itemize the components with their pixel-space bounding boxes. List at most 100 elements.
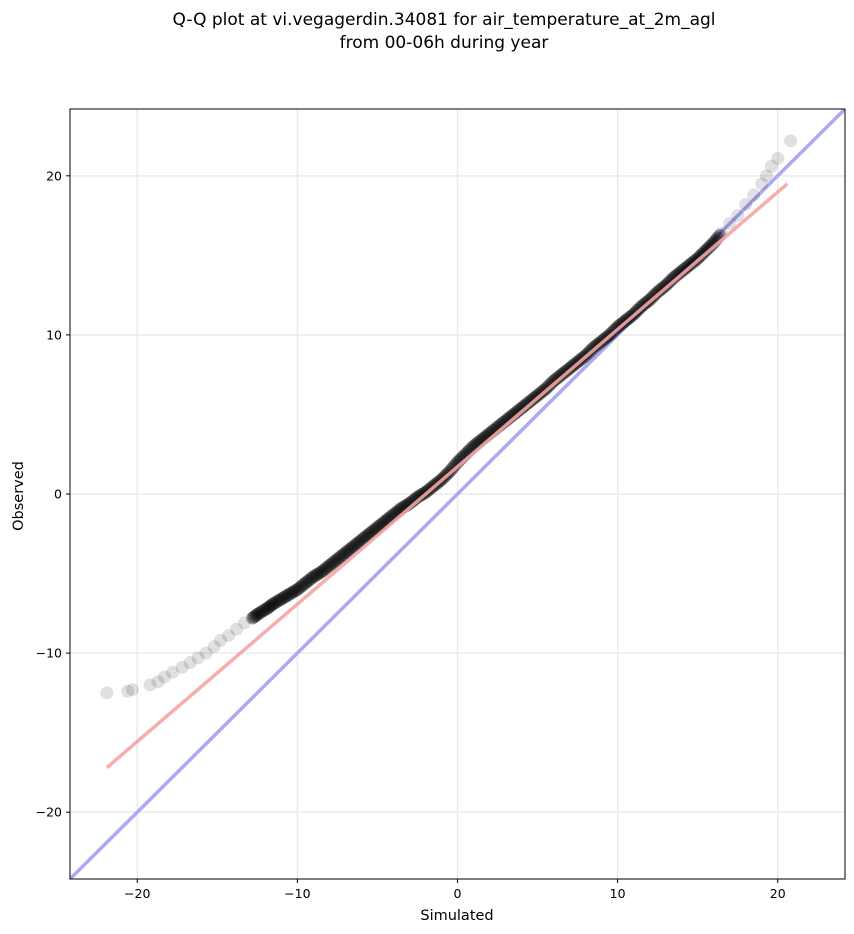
quantile-point	[157, 670, 171, 684]
quantile-point	[529, 390, 543, 404]
quantile-point	[699, 244, 713, 258]
quantile-point	[515, 401, 529, 415]
y-axis-ticks: −20 −10 0 10 20	[36, 168, 70, 820]
quantile-point	[143, 678, 157, 692]
quantile-point	[100, 686, 114, 700]
quantile-point	[731, 209, 745, 223]
quantile-point	[547, 374, 561, 388]
quantile-point	[263, 599, 277, 613]
quantile-point	[249, 609, 263, 623]
identity-line	[70, 109, 845, 879]
quantile-point	[298, 576, 312, 590]
quantile-point	[755, 177, 769, 191]
quantile-point	[551, 371, 565, 385]
quantile-point	[207, 640, 221, 654]
quantile-point	[525, 393, 539, 407]
quantile-point	[328, 554, 342, 568]
quantile-point	[262, 600, 276, 614]
quantile-point	[356, 532, 370, 546]
quantile-point	[326, 555, 340, 569]
x-axis-ticks: −20 −10 0 10 20	[124, 879, 786, 901]
quantile-point	[679, 261, 693, 275]
quantile-point	[675, 264, 689, 278]
x-tick-label: 0	[454, 886, 462, 901]
quantile-point	[282, 587, 296, 601]
quantile-point	[661, 277, 675, 291]
quantile-point	[316, 563, 330, 577]
quantile-point	[304, 571, 318, 585]
quantile-point	[258, 603, 272, 617]
x-tick-label: −10	[284, 886, 310, 901]
quantile-point	[332, 551, 346, 565]
quantile-point	[665, 273, 679, 287]
quantile-point	[677, 263, 691, 277]
quantile-point	[771, 151, 785, 165]
quantile-point	[286, 585, 300, 599]
y-tick-label: −10	[36, 646, 62, 661]
quantile-point	[671, 267, 685, 281]
quantile-point	[266, 597, 280, 611]
quantile-point	[290, 582, 304, 596]
quantile-point	[306, 570, 320, 584]
chart-subtitle: from 00-06h during year	[340, 33, 549, 53]
quantile-points-layer	[100, 134, 798, 700]
quantile-point	[517, 400, 531, 413]
fit-line	[105, 182, 789, 769]
grid-lines	[70, 109, 845, 879]
quantile-point	[354, 533, 368, 547]
quantile-point	[527, 392, 541, 406]
quantile-point	[673, 266, 687, 280]
fit-line-layer	[105, 182, 789, 769]
quantile-point	[651, 285, 665, 299]
quantile-point	[414, 488, 428, 502]
quantile-point	[697, 246, 711, 260]
quantile-point	[555, 368, 569, 382]
quantile-point	[342, 543, 356, 557]
quantile-point	[344, 541, 358, 555]
quantile-point	[199, 646, 213, 660]
quantile-point	[310, 567, 324, 581]
quantile-point	[747, 188, 761, 202]
quantile-point	[352, 535, 366, 549]
quantile-point	[300, 575, 314, 588]
quantile-point	[125, 683, 139, 697]
quantile-point	[338, 546, 352, 560]
quantile-point	[669, 269, 683, 283]
quantile-point	[280, 588, 294, 602]
y-tick-label: 10	[46, 327, 62, 342]
quantile-point	[292, 581, 306, 595]
quantile-point	[302, 573, 316, 587]
quantile-point	[760, 169, 774, 183]
quantile-point	[784, 134, 798, 148]
quantile-point	[256, 604, 270, 618]
quantile-point	[175, 660, 189, 674]
quantile-point	[553, 369, 567, 383]
quantile-point	[334, 549, 348, 563]
identity-line-layer	[70, 109, 845, 879]
quantile-point	[324, 557, 338, 571]
quantile-point	[653, 283, 667, 297]
y-axis-label: Observed	[11, 461, 27, 531]
quantile-point	[246, 611, 260, 625]
quantile-point	[312, 566, 326, 580]
quantile-point	[270, 594, 284, 608]
quantile-point	[238, 616, 252, 630]
quantile-point	[364, 525, 378, 539]
quantile-point	[230, 622, 244, 636]
quantile-point	[446, 460, 460, 474]
quantile-point	[350, 536, 364, 550]
quantile-point	[523, 395, 537, 409]
quantile-point	[701, 242, 715, 256]
quantile-point	[519, 398, 533, 412]
x-tick-label: 20	[770, 886, 786, 901]
quantile-point	[723, 217, 737, 231]
y-tick-label: 0	[54, 487, 62, 502]
quantile-point	[362, 527, 376, 541]
quantile-point	[284, 586, 298, 600]
quantile-point	[250, 608, 264, 622]
quantile-point	[252, 606, 266, 620]
quantile-point	[521, 396, 535, 410]
quantile-point	[663, 275, 677, 289]
quantile-point	[667, 271, 681, 285]
quantile-point	[314, 565, 328, 579]
